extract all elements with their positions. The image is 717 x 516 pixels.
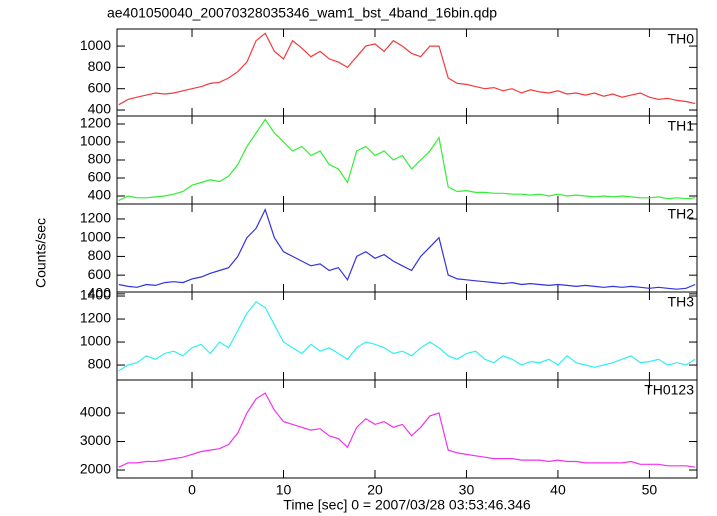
panel-frame <box>116 115 698 205</box>
panel-label: TH0123 <box>644 382 694 398</box>
y-tick-label: 1400 <box>80 287 111 303</box>
x-tick-label: 10 <box>276 482 292 498</box>
y-tick-label: 400 <box>88 101 112 117</box>
y-axis-label: Counts/sec <box>33 218 49 288</box>
y-tick-label: 600 <box>88 266 112 282</box>
panel-frame <box>116 379 698 479</box>
chart-title: ae401050040_20070328035346_wam1_bst_4ban… <box>107 5 497 21</box>
data-line <box>118 392 696 468</box>
y-tick-label: 1000 <box>80 333 111 349</box>
x-tick-label: 30 <box>459 482 475 498</box>
x-tick-label: 50 <box>642 482 658 498</box>
y-tick-label: 1200 <box>80 310 111 326</box>
y-tick-label: 1000 <box>80 37 111 53</box>
y-tick-label: 4000 <box>80 404 111 420</box>
y-tick-label: 800 <box>88 247 112 263</box>
x-tick-label: 40 <box>550 482 566 498</box>
data-line <box>118 208 696 290</box>
panel-label: TH1 <box>668 118 695 134</box>
y-tick-label: 800 <box>88 356 112 372</box>
panel-label: TH3 <box>668 294 695 310</box>
y-tick-label: 400 <box>88 285 112 301</box>
y-tick-label: 400 <box>88 187 112 203</box>
y-tick-label: 600 <box>88 79 112 95</box>
x-axis-label: Time [sec] 0 = 2007/03/28 03:53:46.346 <box>283 497 531 513</box>
y-tick-label: 1200 <box>80 115 111 131</box>
data-line <box>118 301 696 372</box>
y-tick-label: 1000 <box>80 133 111 149</box>
data-line <box>118 118 696 202</box>
y-tick-label: 2000 <box>80 461 111 477</box>
y-tick-label: 800 <box>88 151 112 167</box>
panel-label: TH2 <box>668 206 695 222</box>
panel-frame <box>116 28 698 117</box>
panel-label: TH0 <box>668 31 695 47</box>
panel-frame <box>116 203 698 293</box>
y-tick-label: 600 <box>88 169 112 185</box>
y-tick-label: 3000 <box>80 432 111 448</box>
panel-frame <box>116 291 698 381</box>
x-tick-label: 0 <box>188 482 196 498</box>
data-line <box>118 32 696 106</box>
x-tick-label: 20 <box>367 482 383 498</box>
y-tick-label: 1200 <box>80 210 111 226</box>
y-tick-label: 1000 <box>80 228 111 244</box>
y-tick-label: 800 <box>88 58 112 74</box>
